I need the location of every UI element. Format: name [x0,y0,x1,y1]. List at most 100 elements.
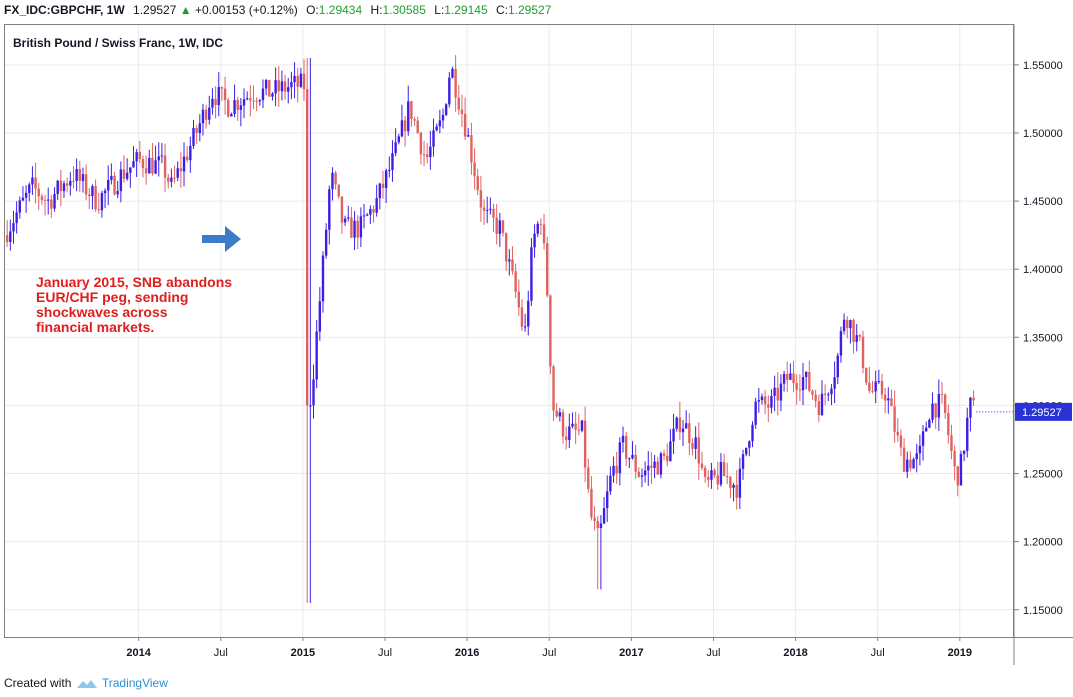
y-tick-label: 1.45000 [1023,196,1063,208]
candle-body [773,387,776,396]
candle-body [432,130,435,147]
time-axis[interactable]: 2014 Jul 2015 Jul 2016 Jul 2017 Jul 2018 Jul 2019 [126,637,972,659]
chart-panel[interactable]: British Pound / Swiss Franc, 1W, IDC 1.5… [4,24,1073,665]
candle-body [347,217,350,219]
candle-body [896,431,899,436]
candle-body [290,82,293,88]
symbol-name[interactable]: FX_IDC:GBPCHF, 1W [4,3,125,17]
candle-body [536,223,539,234]
y-tick-label: 1.25000 [1023,469,1063,481]
plot-border [4,24,1014,638]
candle-body [378,183,382,199]
candle-body [204,109,208,120]
candle-body [782,373,786,384]
last-price-label: 1.29527 [1022,407,1062,419]
candle-body [356,220,359,238]
candle-body [451,68,454,78]
candle-body [293,75,296,83]
candle-body [233,100,236,115]
x-tick-label: 2015 [291,647,315,659]
candle-body [252,100,255,102]
candle-body [827,394,830,396]
candle-body [555,410,558,417]
created-with-label: Created with [4,676,72,690]
candle-body [520,307,524,327]
candle-body [129,167,132,173]
candle-body [890,398,893,407]
candle-body [621,435,625,443]
candle-body [9,231,12,243]
candle-body [684,423,688,429]
candle-body [634,454,637,472]
candle-body [615,465,618,474]
candle-body [498,220,502,234]
candle-body [647,465,650,471]
tradingview-brand[interactable]: TradingView [101,676,168,690]
x-tick-label: 2016 [455,647,479,659]
candle-body [482,207,486,211]
candle-body [726,476,729,478]
candle-body [192,127,195,146]
candle-body [511,259,514,272]
price-chart[interactable]: British Pound / Swiss Franc, 1W, IDC 1.5… [4,24,1073,665]
candle-body [808,371,811,391]
candle-body [185,156,189,161]
candles [5,55,975,603]
candle-body [160,155,164,157]
candle-body [855,335,858,342]
annotation-line: shockwaves across [36,304,168,320]
low-label: L: [434,3,445,17]
candle-body [918,445,922,454]
candle-body [558,412,562,417]
y-tick-label: 1.40000 [1023,264,1063,276]
candle-body [249,98,252,101]
candle-body [268,80,271,97]
price-axis[interactable]: 1.550001.500001.450001.400001.350001.300… [1014,60,1063,617]
candle-body [59,180,63,192]
candle-body [669,441,672,462]
candle-body [167,177,170,182]
candle-body [315,331,318,380]
candle-body [277,80,280,92]
candle-body [707,476,710,480]
candle-body [5,235,9,243]
candle-body [470,135,473,163]
close-label: C: [495,3,508,17]
candle-body [350,217,353,238]
candle-body [426,154,429,158]
candle-body [381,183,385,188]
x-tick-label: 2018 [783,647,807,659]
candle-body [394,142,397,154]
open-value: 1.29434 [318,3,363,17]
candle-body [798,389,802,391]
candle-body [15,212,18,224]
open-label: O: [306,3,319,17]
chart-title: British Pound / Swiss Franc, 1W, IDC [13,36,223,50]
candle-body [580,420,584,431]
symbol-header: FX_IDC:GBPCHF, 1W 1.29527 ▲ +0.00153 (+0… [4,3,551,21]
candle-body [956,466,959,486]
candle-body [672,428,675,442]
candle-body [729,477,732,488]
tradingview-logo-icon[interactable] [76,678,97,689]
candle-body [587,467,590,489]
x-tick-label: 2019 [948,647,972,659]
candle-body [47,199,50,201]
candle-body [508,259,511,262]
candle-body [760,396,764,401]
x-tick-label: 2017 [619,647,643,659]
candle-body [236,100,239,110]
candle-body [138,152,142,159]
candle-body [438,120,442,127]
candle-body [50,199,53,209]
candle-body [839,331,843,356]
high-value: 1.30585 [382,3,426,17]
candle-body [561,412,565,437]
candle-body [817,401,821,416]
candle-body [887,398,890,401]
candle-body [264,80,268,89]
candle-body [694,437,697,449]
candle-body [804,371,808,378]
arrow-right-icon [202,226,241,252]
candle-body [69,180,72,186]
